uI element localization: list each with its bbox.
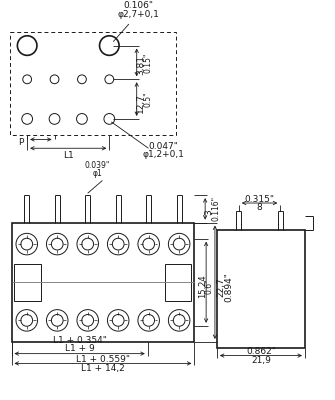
- Text: 0.106": 0.106": [124, 1, 154, 10]
- Text: 3,81: 3,81: [136, 55, 145, 75]
- Text: L1 + 0.559": L1 + 0.559": [76, 356, 130, 364]
- Text: 0.6": 0.6": [205, 278, 214, 294]
- Text: 3: 3: [205, 209, 214, 215]
- Text: 0.894": 0.894": [224, 272, 233, 302]
- Text: L1 + 9: L1 + 9: [65, 344, 94, 353]
- Text: 12,7: 12,7: [136, 93, 145, 113]
- Bar: [10, 32, 176, 134]
- Bar: [14, 264, 41, 301]
- Text: 0.862": 0.862": [246, 347, 276, 356]
- Text: 8: 8: [257, 204, 262, 212]
- Text: L1: L1: [63, 151, 74, 160]
- Text: 0.15": 0.15": [144, 52, 153, 73]
- Text: φ2,7+0,1: φ2,7+0,1: [118, 10, 159, 19]
- Text: 0.047": 0.047": [148, 142, 178, 151]
- Bar: [11, 222, 194, 342]
- Text: 0.315": 0.315": [245, 195, 275, 204]
- Bar: [217, 230, 305, 348]
- Text: 22,7: 22,7: [216, 277, 225, 297]
- Text: L1 + 14,2: L1 + 14,2: [81, 364, 125, 373]
- Text: 21,9: 21,9: [251, 356, 271, 365]
- Bar: [165, 264, 192, 301]
- Text: 15.24: 15.24: [198, 274, 207, 298]
- Text: φ1,2+0,1: φ1,2+0,1: [142, 150, 184, 159]
- Text: φ1: φ1: [92, 169, 103, 178]
- Text: P: P: [18, 138, 23, 147]
- Text: 0.5": 0.5": [144, 91, 153, 107]
- Text: L1 + 0.354": L1 + 0.354": [53, 336, 107, 346]
- Text: 0.039": 0.039": [85, 161, 110, 170]
- Text: 0.116": 0.116": [211, 196, 220, 222]
